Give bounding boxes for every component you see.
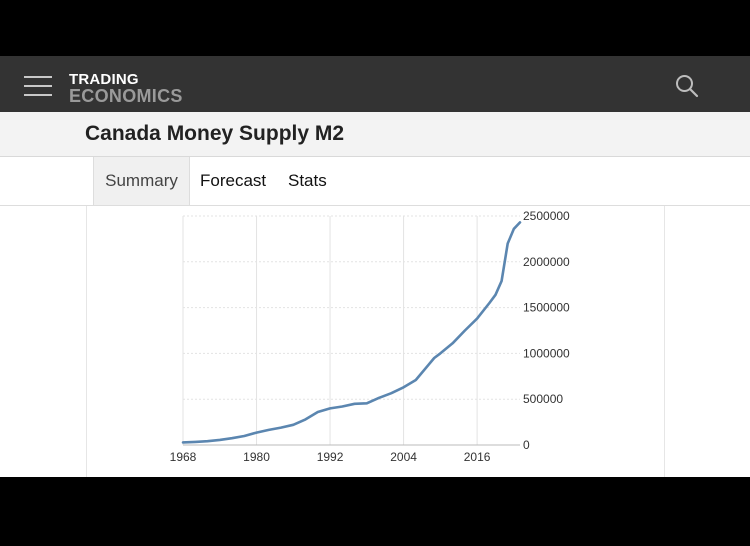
x-tick-label: 2004 [390, 450, 417, 464]
money-supply-chart[interactable]: 2500000 2000000 1500000 1000000 500000 0 1968 1… [0, 206, 750, 477]
chart-gridlines [182, 215, 520, 446]
chart-frame-left [86, 206, 87, 477]
tab-bar: Summary Forecast Stats [0, 157, 750, 206]
chart-axes: 2500000 2000000 1500000 1000000 500000 0 1968 1… [170, 209, 570, 464]
search-icon[interactable] [674, 73, 700, 99]
y-tick-label: 1000000 [523, 346, 570, 360]
tab-summary[interactable]: Summary [93, 157, 190, 205]
y-tick-label: 1500000 [523, 301, 570, 315]
tab-forecast[interactable]: Forecast [200, 171, 267, 190]
y-tick-label: 2500000 [523, 209, 570, 223]
page-title: Canada Money Supply M2 [85, 122, 345, 145]
x-tick-label: 1968 [170, 450, 197, 464]
logo-line-2: ECONOMICS [69, 86, 183, 106]
title-bar: Canada Money Supply M2 [0, 112, 750, 157]
y-tick-label: 2000000 [523, 255, 570, 269]
y-tick-label: 0 [523, 438, 530, 452]
x-tick-label: 1980 [243, 450, 270, 464]
logo-line-1: TRADING [69, 71, 139, 88]
x-tick-label: 2016 [464, 450, 491, 464]
hamburger-menu-icon[interactable] [24, 74, 52, 96]
tab-stats[interactable]: Stats [288, 171, 327, 190]
chart-frame-right [664, 206, 665, 477]
y-tick-label: 500000 [523, 392, 563, 406]
chart-series [181, 221, 522, 444]
chart-panel: 2500000 2000000 1500000 1000000 500000 0 1968 1… [0, 206, 750, 477]
site-logo[interactable]: TRADING ECONOMICS [69, 72, 183, 106]
x-tick-label: 1992 [317, 450, 344, 464]
top-navbar: TRADING ECONOMICS [0, 56, 750, 112]
app-screen: TRADING ECONOMICS Canada Money Supply M2… [0, 56, 750, 477]
series-line-m2 [181, 221, 522, 444]
